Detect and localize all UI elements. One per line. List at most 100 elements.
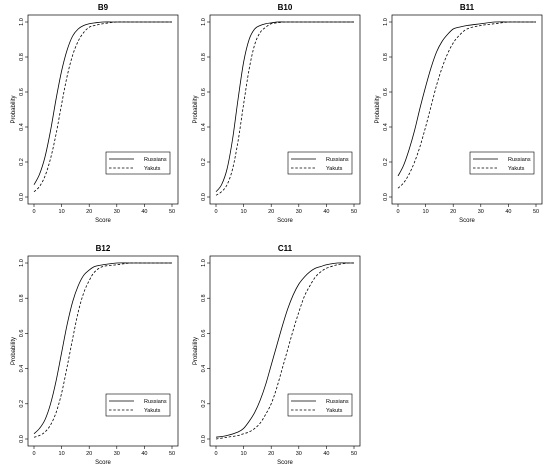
legend-box: [469, 151, 535, 175]
y-tick-label: 0.0: [201, 435, 207, 443]
x-tick-label: 50: [533, 209, 539, 215]
legend-box: [287, 151, 353, 175]
y-tick-label: 1.0: [201, 18, 207, 26]
series-line-russians: [215, 262, 354, 438]
x-tick-label: 30: [478, 209, 484, 215]
x-tick-label: 0: [396, 209, 399, 215]
x-tick-label: 40: [323, 209, 329, 215]
legend-entry: Yakuts: [144, 408, 161, 414]
y-tick-label: 0.6: [201, 88, 207, 96]
y-tick-label: 1.0: [19, 259, 25, 267]
y-tick-label: 0.0: [201, 193, 207, 201]
y-tick-label: 0.4: [201, 123, 207, 131]
y-tick-label: 0.8: [201, 53, 207, 61]
x-tick-label: 30: [114, 209, 120, 215]
chart-title: B10: [278, 3, 293, 12]
series-line-yakuts: [397, 21, 536, 189]
y-tick-label: 0.2: [201, 158, 207, 166]
x-tick-label: 30: [296, 209, 302, 215]
legend-entry: Yakuts: [508, 166, 525, 172]
y-tick-label: 0.6: [383, 88, 389, 96]
x-tick-label: 30: [114, 451, 120, 457]
x-tick-label: 10: [241, 209, 247, 215]
legend-entry: Russians: [144, 157, 167, 163]
plot-frame: [391, 14, 543, 205]
x-tick-label: 20: [268, 451, 274, 457]
y-axis-label: Probability: [375, 95, 381, 123]
y-tick-label: 1.0: [383, 18, 389, 26]
y-tick-label: 0.0: [19, 193, 25, 201]
x-tick-label: 20: [86, 451, 92, 457]
legend-box: [105, 393, 171, 417]
x-tick-label: 0: [32, 451, 35, 457]
series-line-yakuts: [215, 262, 355, 440]
x-tick-label: 20: [268, 209, 274, 215]
chart-panel-0: B9 0 10 20 30 40 50 0.0 0.2 0.4 0.6 0.8 1.0 Score Prob…: [11, 3, 179, 224]
y-tick-label: 0.0: [383, 193, 389, 201]
legend-entry: Yakuts: [326, 166, 343, 172]
x-tick-label: 30: [296, 451, 302, 457]
x-axis-label: Score: [95, 218, 111, 224]
series-line-yakuts: [33, 21, 172, 193]
chart-panel-1: B10 0 10 20 30 40 50 0.0 0.2 0.4 0.6 0.8 1.0 Score Pro…: [193, 3, 361, 224]
y-tick-label: 0.8: [19, 53, 25, 61]
legend-box: [287, 393, 353, 417]
legend-entry: Yakuts: [326, 408, 343, 414]
y-axis-label: Probability: [11, 337, 17, 365]
plot-frame: [27, 14, 179, 205]
legend-box: [105, 151, 171, 175]
legend-entry: Russians: [144, 399, 167, 405]
x-tick-label: 40: [505, 209, 511, 215]
x-tick-label: 40: [323, 451, 329, 457]
x-tick-label: 0: [214, 451, 217, 457]
y-tick-label: 0.4: [19, 365, 25, 373]
y-tick-label: 0.8: [201, 294, 207, 302]
chart-panel-3: B12 0 10 20 30 40 50 0.0 0.2 0.4 0.6 0.8 1.0 Score Pro…: [11, 244, 179, 466]
x-tick-label: 0: [214, 209, 217, 215]
y-tick-label: 0.4: [383, 123, 389, 131]
y-tick-label: 0.2: [383, 158, 389, 166]
x-axis-label: Score: [277, 460, 293, 466]
chart-title: C11: [278, 244, 293, 253]
series-line-yakuts: [215, 21, 354, 196]
chart-panel-2: B11 0 10 20 30 40 50 0.0 0.2 0.4 0.6 0.8 1.0 Score Pro…: [375, 3, 543, 224]
x-tick-label: 20: [450, 209, 456, 215]
x-tick-label: 10: [423, 209, 429, 215]
x-axis-label: Score: [277, 218, 293, 224]
chart-title: B11: [460, 3, 475, 12]
x-tick-label: 0: [32, 209, 35, 215]
y-tick-label: 0.6: [19, 330, 25, 338]
y-tick-label: 1.0: [201, 259, 207, 267]
series-line-russians: [397, 21, 536, 177]
x-tick-label: 40: [141, 209, 147, 215]
x-axis-label: Score: [95, 460, 111, 466]
x-tick-label: 10: [241, 451, 247, 457]
x-tick-label: 50: [351, 209, 357, 215]
x-axis-label: Score: [459, 218, 475, 224]
x-tick-label: 10: [59, 209, 65, 215]
plot-frame: [27, 255, 179, 447]
y-axis-label: Probability: [193, 95, 199, 123]
y-tick-label: 0.8: [19, 294, 25, 302]
y-tick-label: 0.2: [19, 158, 25, 166]
chart-panel-4: C11 0 10 20 30 40 50 0.0 0.2 0.4 0.6 0.8 1.0 Score Pro…: [193, 244, 361, 466]
legend-entry: Yakuts: [144, 166, 161, 172]
y-axis-label: Probability: [11, 95, 17, 123]
y-tick-label: 0.6: [19, 88, 25, 96]
y-tick-label: 0.6: [201, 330, 207, 338]
y-tick-label: 0.2: [19, 400, 25, 408]
y-tick-label: 0.0: [19, 435, 25, 443]
series-line-yakuts: [33, 262, 172, 438]
plot-frame: [209, 14, 361, 205]
chart-title: B9: [98, 3, 109, 12]
y-tick-label: 1.0: [19, 18, 25, 26]
x-tick-label: 10: [59, 451, 65, 457]
y-tick-label: 0.4: [201, 365, 207, 373]
legend-entry: Russians: [508, 157, 531, 163]
legend-entry: Russians: [326, 399, 349, 405]
y-tick-label: 0.8: [383, 53, 389, 61]
legend-entry: Russians: [326, 157, 349, 163]
y-axis-label: Probability: [193, 337, 199, 365]
x-tick-label: 40: [141, 451, 147, 457]
